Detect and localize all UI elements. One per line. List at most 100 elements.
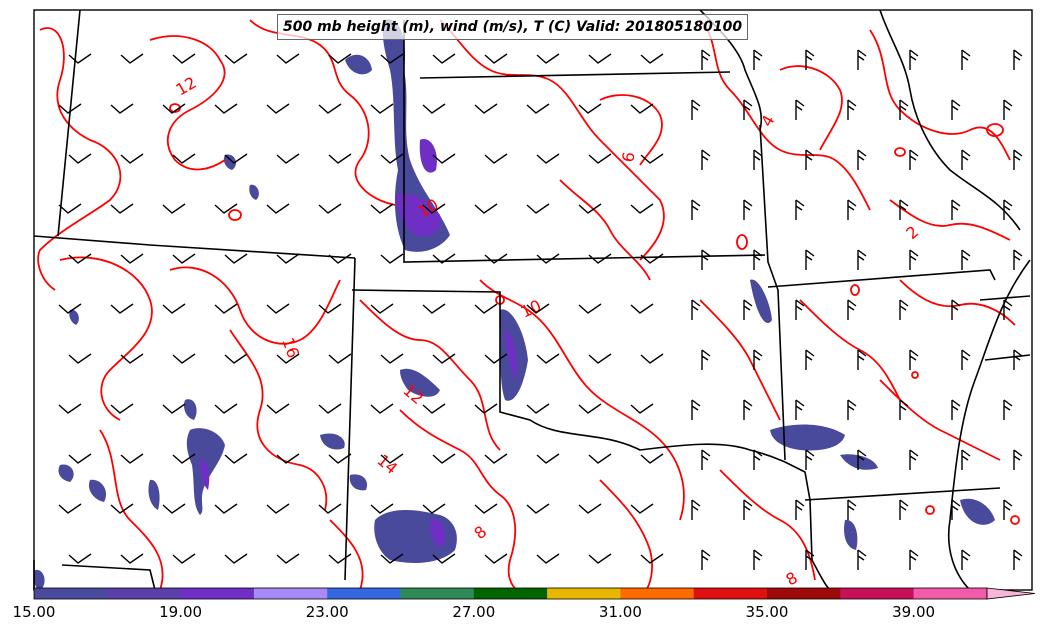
wind-barb (162, 303, 186, 314)
wind-barb (795, 199, 805, 220)
wind-barb (266, 303, 290, 314)
wind-barb (370, 403, 394, 414)
wind-barb (805, 149, 815, 170)
wind-barb (857, 349, 867, 370)
wind-barb (172, 353, 196, 364)
wind-barb (276, 253, 300, 264)
colorbar-segment (253, 588, 328, 599)
wind-barb (753, 249, 763, 270)
wind-barb (318, 303, 342, 314)
wind-barb (701, 349, 711, 370)
contour-label: 6 (618, 150, 638, 163)
wind-barb (961, 249, 971, 270)
wind-barb (214, 303, 238, 314)
colorbar-segment (693, 588, 768, 599)
wind-barb (536, 353, 560, 364)
wind-barb (909, 349, 919, 370)
wind-barb (536, 553, 560, 564)
map-title: 500 mb height (m), wind (m/s), T (C) Val… (277, 14, 749, 40)
wind-barb (328, 153, 352, 164)
wind-barb (276, 453, 300, 464)
wind-barb (578, 203, 602, 214)
wind-barb (847, 499, 857, 520)
wind-barb (753, 549, 763, 570)
colorbar-tick-label: 35.00 (745, 603, 789, 621)
wind-barb (578, 303, 602, 314)
wind-barb (640, 553, 664, 564)
wind-barb (110, 203, 134, 214)
wind-barb (484, 253, 508, 264)
wind-barb (630, 203, 654, 214)
wind-barb (266, 103, 290, 114)
wind-barb (1013, 249, 1023, 270)
colorbar-segment (547, 588, 621, 599)
wind-barb (266, 503, 290, 514)
wind-barb (951, 499, 961, 520)
wind-barb (328, 453, 352, 464)
wind-barb (1003, 199, 1013, 220)
wind-barb (484, 453, 508, 464)
wind-barb (640, 453, 664, 464)
wind-barb (795, 499, 805, 520)
wind-barb (422, 503, 446, 514)
wind-barb (432, 353, 456, 364)
wind-barb (899, 199, 909, 220)
wind-barb (328, 253, 352, 264)
wind-barb (588, 53, 612, 64)
colorbar-outline (33, 587, 988, 600)
wind-barb (588, 153, 612, 164)
wind-barb (432, 453, 456, 464)
wind-barb (110, 503, 134, 514)
wind-barb (162, 203, 186, 214)
wind-barb (58, 503, 82, 514)
wind-barb (162, 103, 186, 114)
wind-barb (120, 53, 144, 64)
colorbar-segment (620, 588, 695, 599)
wind-barb (588, 353, 612, 364)
state-borders (33, 9, 1031, 591)
wind-barb (578, 403, 602, 414)
wind-barb (224, 253, 248, 264)
wind-barb (961, 49, 971, 70)
wind-barb (422, 103, 446, 114)
colorbar (33, 587, 1035, 600)
wind-barb (380, 553, 404, 564)
wind-barb (805, 549, 815, 570)
wind-barb (795, 99, 805, 120)
wind-barb (847, 99, 857, 120)
wind-barb (743, 99, 753, 120)
wind-barb (380, 253, 404, 264)
wind-barb (58, 403, 82, 414)
wind-barb (701, 149, 711, 170)
wind-barb (1013, 49, 1023, 70)
wind-barb (1013, 549, 1023, 570)
wind-barb (370, 203, 394, 214)
wind-barb (526, 303, 550, 314)
wind-barb (588, 453, 612, 464)
wind-barb (484, 153, 508, 164)
wind-barb (1003, 499, 1013, 520)
wind-barb (120, 453, 144, 464)
wind-barb (630, 303, 654, 314)
wind-barb (172, 153, 196, 164)
wind-barb (68, 253, 92, 264)
wind-barb (743, 299, 753, 320)
wind-barb (909, 249, 919, 270)
colorbar-segment (107, 588, 182, 599)
wind-barb (536, 153, 560, 164)
wind-barb (68, 353, 92, 364)
wind-barb (857, 149, 867, 170)
colorbar-segment (180, 588, 255, 599)
wind-barb (753, 149, 763, 170)
wind-barb (701, 49, 711, 70)
wind-barb (691, 199, 701, 220)
colorbar-segment (473, 588, 548, 599)
wind-barb (68, 153, 92, 164)
wind-barb (526, 503, 550, 514)
colorbar-segment (840, 588, 915, 599)
wind-barb (961, 149, 971, 170)
wind-barb (951, 99, 961, 120)
wind-barb (266, 403, 290, 414)
wind-barb (370, 503, 394, 514)
